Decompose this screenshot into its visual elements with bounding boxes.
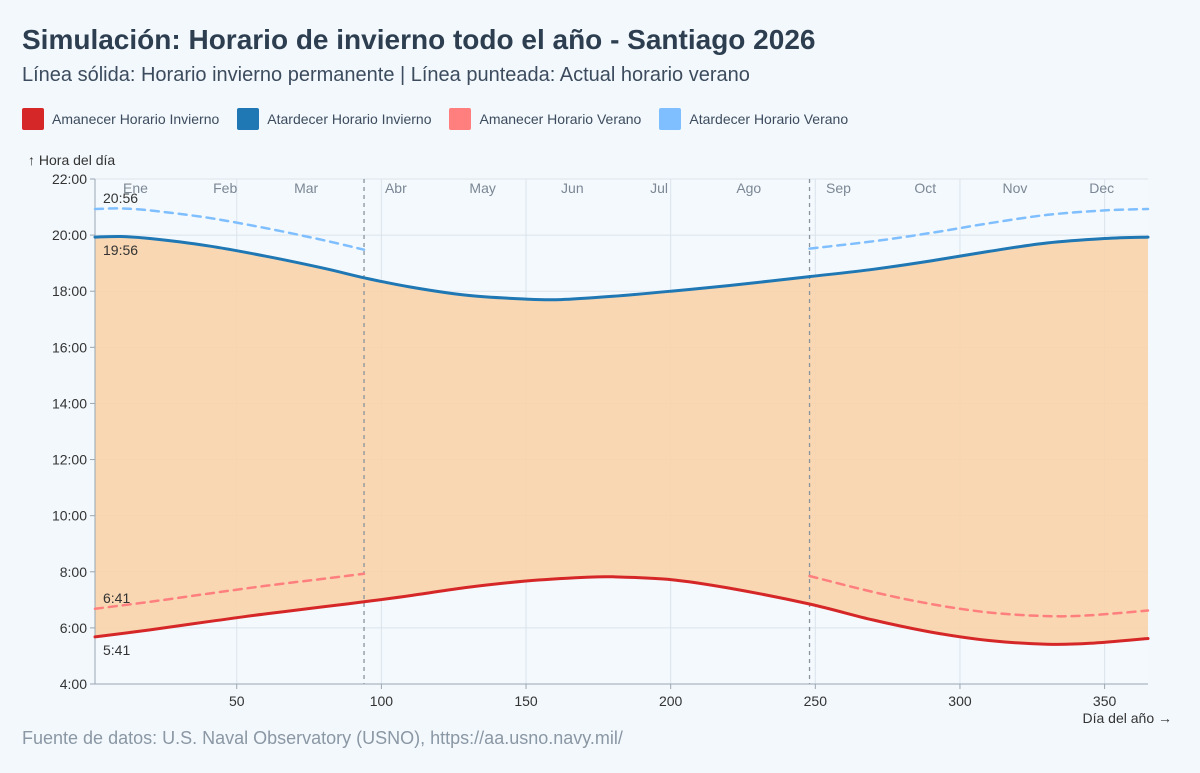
series-line-4 — [93, 207, 366, 251]
y-tick-label: 16:00 — [52, 339, 87, 355]
month-label: May — [469, 180, 495, 196]
data-source: Fuente de datos: U.S. Naval Observatory … — [22, 728, 623, 748]
series-line-3 — [808, 574, 1150, 618]
y-tick-label: 12:00 — [52, 452, 87, 468]
legend-swatch-sunset-winter — [237, 108, 260, 130]
y-tick-label: 22:00 — [52, 171, 87, 187]
value-annotation: 19:56 — [103, 242, 138, 258]
x-tick-label: 150 — [514, 693, 538, 709]
series-line-2 — [93, 234, 1150, 302]
series-line-1 — [93, 575, 1150, 646]
x-tick-label: 250 — [804, 693, 828, 709]
series-line-3 — [93, 572, 366, 611]
y-tick-label: 6:00 — [60, 620, 87, 636]
legend-item-sunrise-winter[interactable]: Amanecer Horario Invierno — [22, 108, 219, 130]
legend-label: Atardecer Horario Verano — [689, 111, 849, 127]
month-label: Ago — [736, 180, 761, 196]
y-tick-label: 18:00 — [52, 283, 87, 299]
y-tick-label: 4:00 — [60, 676, 87, 692]
series-line-4 — [808, 207, 1150, 250]
month-label: Nov — [1002, 180, 1027, 196]
month-label: Jun — [561, 180, 584, 196]
y-tick-label: 20:00 — [52, 227, 87, 243]
month-label: Feb — [213, 180, 237, 196]
value-annotation: 6:41 — [103, 590, 130, 606]
month-label: Ene — [123, 180, 148, 196]
y-tick-label: 14:00 — [52, 395, 87, 411]
month-label: Sep — [826, 180, 851, 196]
x-tick-label: 100 — [370, 693, 394, 709]
month-label: Mar — [294, 180, 318, 196]
legend-label: Atardecer Horario Invierno — [267, 111, 432, 127]
daylight-area — [95, 236, 1148, 645]
legend-swatch-sunrise-summer — [449, 108, 472, 130]
chart-subtitle: Línea sólida: Horario invierno permanent… — [22, 64, 750, 86]
legend-item-sunset-summer[interactable]: Atardecer Horario Verano — [659, 108, 848, 130]
chart-title: Simulación: Horario de invierno todo el … — [22, 24, 816, 55]
x-tick-label: 300 — [948, 693, 972, 709]
legend-label: Amanecer Horario Verano — [479, 111, 642, 127]
legend-swatch-sunrise-winter — [22, 108, 44, 130]
legend-item-sunrise-summer[interactable]: Amanecer Horario Verano — [449, 108, 641, 130]
y-axis-label: ↑ Hora del día — [28, 152, 115, 168]
value-annotation: 20:56 — [103, 190, 138, 206]
month-label: Abr — [385, 180, 407, 196]
x-tick-label: 350 — [1093, 693, 1117, 709]
month-label: Jul — [650, 180, 668, 196]
value-annotation: 5:41 — [103, 642, 130, 658]
legend-item-sunset-winter[interactable]: Atardecer Horario Invierno — [237, 108, 431, 130]
month-label: Oct — [914, 180, 936, 196]
x-tick-label: 200 — [659, 693, 683, 709]
chart-legend: Amanecer Horario Invierno Atardecer Hora… — [22, 108, 848, 130]
y-tick-label: 8:00 — [60, 564, 87, 580]
x-tick-label: 50 — [229, 693, 245, 709]
x-axis-label: Día del año → — [1083, 710, 1173, 726]
y-tick-label: 10:00 — [52, 508, 87, 524]
legend-label: Amanecer Horario Invierno — [52, 111, 220, 127]
legend-swatch-sunset-summer — [659, 108, 682, 130]
month-label: Dec — [1089, 180, 1114, 196]
